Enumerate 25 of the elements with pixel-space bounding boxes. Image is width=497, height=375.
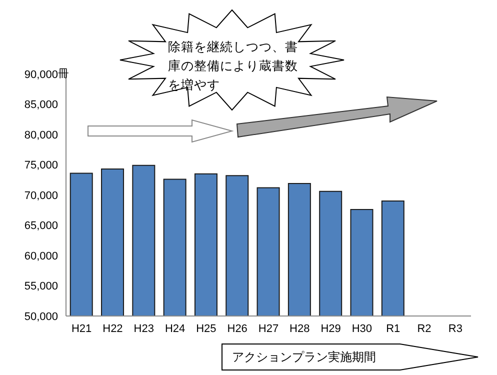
y-tick-label: 90,000 [24, 68, 58, 81]
text: アクションプラン実施期間 [232, 349, 376, 366]
y-tick-label: 80,000 [24, 129, 58, 142]
annotation: 除籍を継続しつつ、書庫の整備により蔵書数を増やす [168, 39, 299, 94]
x-tick-label: H23 [134, 322, 154, 335]
y-tick-label: 60,000 [24, 250, 58, 262]
x-tick-label: H28 [290, 322, 310, 335]
y-tick-label: 50,000 [24, 310, 58, 323]
x-tick-label: R1 [386, 322, 400, 335]
x-tick-label: H22 [102, 322, 123, 335]
y-tick-label: 75,000 [24, 160, 58, 172]
y-tick-label: 70,000 [24, 190, 58, 202]
x-tick-label: H21 [71, 322, 92, 335]
y-tick-label: 65,000 [24, 220, 58, 232]
x-tick-label: H25 [196, 322, 216, 335]
x-tick-label: H30 [352, 322, 372, 335]
x-tick-label: H29 [320, 322, 341, 335]
annotation: 冊 [58, 67, 69, 81]
x-tick-label: R2 [417, 322, 432, 335]
y-tick-label: 85,000 [24, 99, 58, 112]
x-tick-label: H24 [164, 322, 186, 335]
x-tick-label: R3 [448, 322, 462, 335]
x-tick-label: H27 [258, 322, 279, 335]
y-tick-label: 55,000 [24, 280, 58, 293]
x-tick-label: H26 [227, 322, 248, 335]
